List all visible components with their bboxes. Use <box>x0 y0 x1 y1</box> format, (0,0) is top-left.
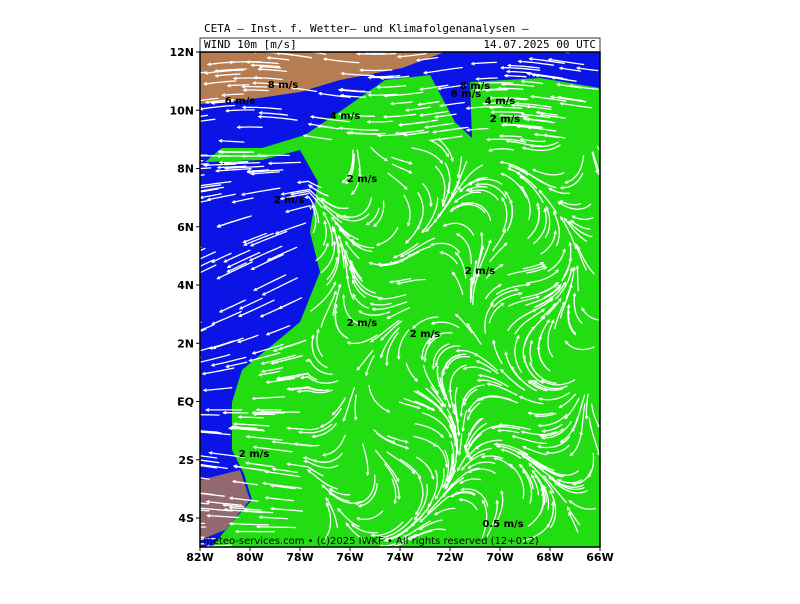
streamline <box>369 77 394 78</box>
footer: meteo-services.com • (c)2025 IWKF • All … <box>203 536 539 547</box>
streamline-arrow <box>191 154 194 157</box>
streamline <box>360 70 392 71</box>
streamline-arrow <box>183 175 186 178</box>
streamline <box>490 108 522 109</box>
streamline <box>165 537 204 538</box>
field-label: WIND 10m [m/s] <box>204 38 297 51</box>
wind-label: 2 m/s <box>347 318 378 329</box>
streamline <box>175 247 201 258</box>
wind-label: 2 m/s <box>410 329 441 340</box>
wind-label: 4 m/s <box>485 96 516 107</box>
date-label: 14.07.2025 00 UTC <box>483 38 596 51</box>
streamline-arrow <box>173 499 176 502</box>
streamline <box>176 506 200 508</box>
streamline-arrow <box>175 330 178 333</box>
streamline-arrow <box>187 192 190 195</box>
streamline-arrow <box>188 538 191 541</box>
lon-label: 68W <box>536 551 563 564</box>
lat-label: 10N <box>169 104 194 117</box>
streamline-arrow <box>181 413 184 416</box>
streamline <box>357 54 396 55</box>
streamline-arrow <box>170 521 173 524</box>
streamline-arrow <box>192 268 195 271</box>
lon-label: 82W <box>186 551 213 564</box>
streamline-arrow <box>195 430 198 433</box>
streamline-arrow <box>180 543 183 546</box>
streamline-arrow <box>171 75 174 78</box>
lat-label: 2N <box>177 337 194 350</box>
streamline-arrow <box>175 256 178 259</box>
header-title: CETA — Inst. f. Wetter— und Klimafolgena… <box>204 22 529 35</box>
streamline <box>500 136 521 137</box>
streamline <box>175 322 201 332</box>
streamline-arrow <box>163 459 166 462</box>
map-area <box>163 49 615 550</box>
wind-label: 2 m/s <box>490 114 521 125</box>
streamline-arrow <box>193 429 196 432</box>
streamline <box>220 162 248 163</box>
streamline <box>177 357 201 363</box>
streamline-arrow <box>196 463 199 466</box>
streamline-arrow <box>193 185 196 188</box>
streamline-arrow <box>178 304 181 307</box>
streamline-arrow <box>194 120 197 123</box>
streamline-arrow <box>187 101 190 104</box>
streamline-arrow <box>179 258 182 261</box>
streamline-arrow <box>184 264 187 267</box>
lon-label: 72W <box>436 551 463 564</box>
streamline-arrow <box>186 491 189 494</box>
lon-label: 80W <box>236 551 263 564</box>
streamline-arrow <box>192 191 195 194</box>
streamline-arrow <box>182 490 185 493</box>
streamline-arrow <box>612 166 615 169</box>
lon-label: 70W <box>486 551 513 564</box>
streamline-arrow <box>171 160 174 163</box>
wind-label: 4 m/s <box>330 111 361 122</box>
streamline-arrow <box>184 508 187 511</box>
streamline <box>168 73 203 78</box>
streamline <box>178 295 200 306</box>
lat-label: 8N <box>177 163 194 176</box>
streamline-arrow <box>176 118 179 121</box>
wind-label: 6 m/s <box>225 96 256 107</box>
streamline-arrow <box>178 474 181 477</box>
streamline <box>368 121 393 122</box>
streamline-arrow <box>188 352 191 355</box>
streamline-arrow <box>176 154 179 157</box>
lon-label: 76W <box>336 551 363 564</box>
wind-label: 6 m/s <box>451 89 482 100</box>
lat-label: 4S <box>178 512 194 525</box>
streamline <box>239 417 264 418</box>
wind-label: 2 m/s <box>239 449 270 460</box>
lat-label: 2S <box>178 454 194 467</box>
lat-label: 6N <box>177 221 194 234</box>
lon-label: 66W <box>586 551 613 564</box>
wind-label: 2 m/s <box>465 266 496 277</box>
streamline-arrow <box>186 429 189 432</box>
lon-label: 74W <box>386 551 413 564</box>
wind-label: 8 m/s <box>268 80 299 91</box>
lon-label: 78W <box>286 551 313 564</box>
streamline-arrow <box>192 362 195 365</box>
streamline <box>171 161 203 162</box>
streamline-arrow <box>189 188 192 191</box>
streamline <box>257 527 296 528</box>
wind-label: 2 m/s <box>347 174 378 185</box>
lat-label: 12N <box>169 46 194 59</box>
streamline <box>244 90 269 91</box>
streamline-arrow <box>168 76 171 79</box>
wind-label: 2 m/s <box>274 195 305 206</box>
streamline-arrow <box>180 205 183 208</box>
streamline-arrow <box>167 525 170 528</box>
streamline-arrow <box>177 361 180 364</box>
streamline <box>242 87 267 88</box>
streamline-arrow <box>165 537 168 540</box>
lat-label: 4N <box>177 279 194 292</box>
lat-label: EQ <box>177 396 194 409</box>
wind-label: 0.5 m/s <box>482 519 523 530</box>
streamline-arrow <box>176 504 179 507</box>
